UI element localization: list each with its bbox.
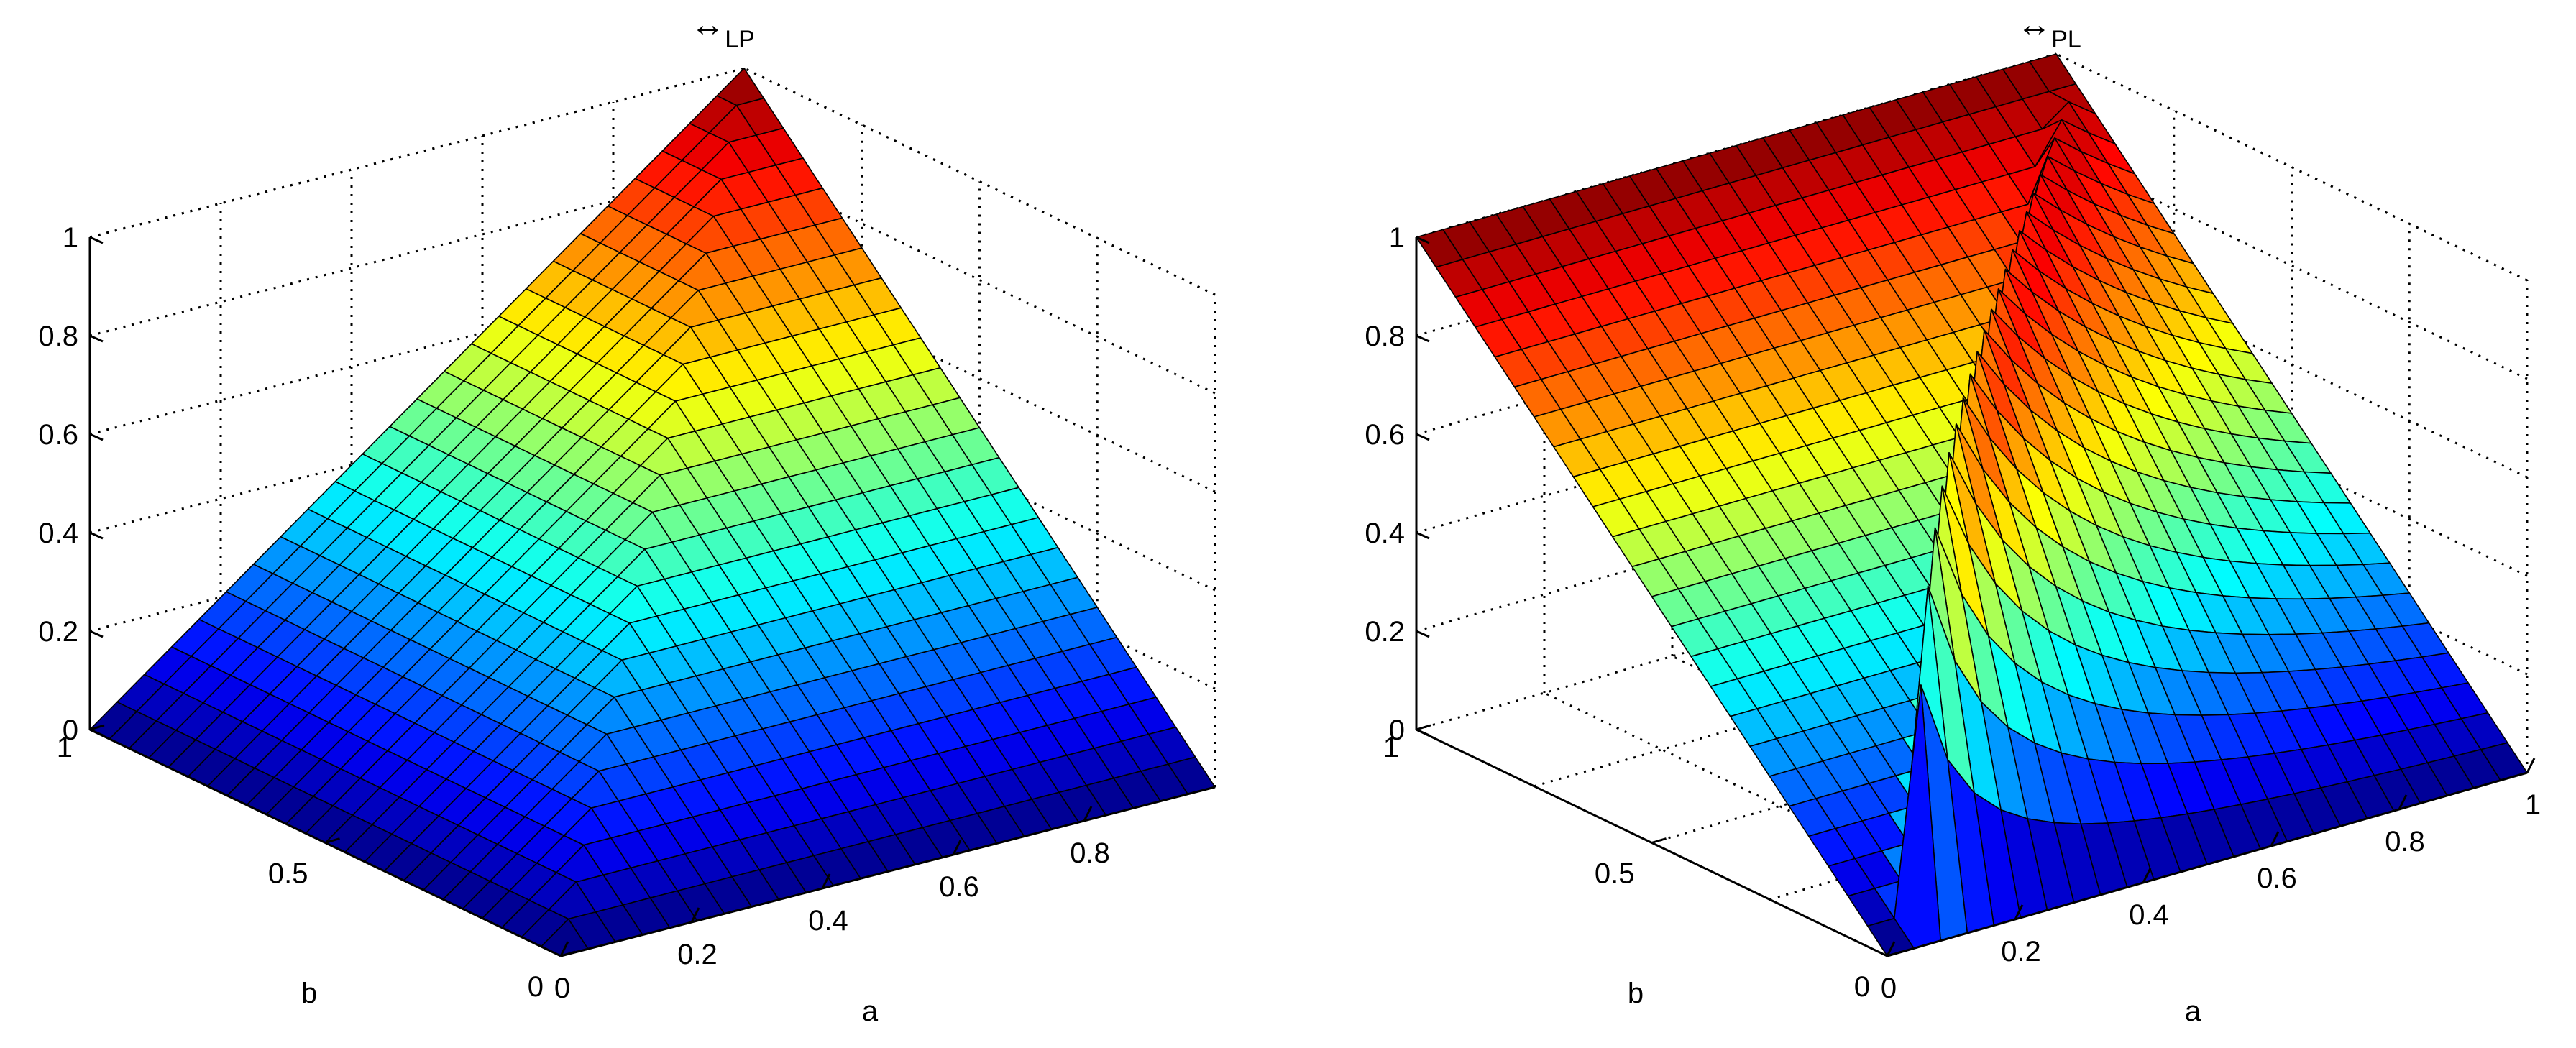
y-tick-mark xyxy=(325,837,340,844)
x-tick-label: 0.2 xyxy=(2001,936,2041,967)
z-tick-label: 1 xyxy=(63,222,78,254)
x-tick-label: 0.8 xyxy=(2385,826,2425,858)
z-tick-mark xyxy=(1416,334,1430,343)
z-tick-label: 0 xyxy=(1389,714,1405,746)
x-tick-mark xyxy=(2270,831,2280,847)
x-tick-label: 0.8 xyxy=(1070,837,1110,869)
x-tick-label: 0.4 xyxy=(2129,899,2169,931)
z-tick-mark xyxy=(89,630,104,638)
y-tick-mark xyxy=(560,950,576,957)
y-tick-label: 0 xyxy=(1854,971,1870,1003)
x-tick-label: 1 xyxy=(2525,789,2541,821)
x-tick-label: 0.6 xyxy=(939,871,979,903)
grid-line xyxy=(2055,249,2528,479)
x-tick-label: 0 xyxy=(554,973,570,1004)
z-tick-mark xyxy=(89,531,104,540)
y-tick-label: 0.5 xyxy=(268,858,308,890)
grid-line xyxy=(2055,52,2528,282)
x-tick-mark xyxy=(1083,806,1093,822)
z-tick-label: 0.4 xyxy=(38,518,78,549)
grid-line xyxy=(743,461,1216,690)
z-tick-mark xyxy=(89,433,104,441)
y-tick-mark xyxy=(1651,837,1667,844)
z-tick-mark xyxy=(1416,236,1430,244)
x-axis-line xyxy=(560,786,1216,957)
x-tick-label: 0 xyxy=(1881,973,1897,1004)
x-tick-mark xyxy=(1886,941,1896,957)
x-tick-mark xyxy=(2014,904,2024,920)
x-tick-mark xyxy=(559,941,569,957)
chart-title-symbol: ↔ xyxy=(2017,6,2051,44)
x-tick-mark xyxy=(690,907,700,923)
grid-line xyxy=(743,67,1216,296)
x-tick-mark xyxy=(2526,758,2536,773)
x-tick-mark xyxy=(2142,868,2152,883)
x-axis-label: a xyxy=(2185,996,2201,1027)
z-tick-label: 0.4 xyxy=(1365,518,1405,549)
grid-line xyxy=(89,264,745,436)
grid-line xyxy=(89,67,745,239)
z-tick-label: 0.2 xyxy=(1365,616,1405,648)
grid-line xyxy=(2055,348,2528,577)
z-tick-mark xyxy=(1416,433,1430,441)
z-tick-mark xyxy=(1416,630,1430,638)
z-tick-label: 0.2 xyxy=(38,616,78,648)
z-tick-label: 0.8 xyxy=(38,321,78,352)
x-axis-label: a xyxy=(862,996,879,1027)
surface-mesh xyxy=(1416,53,2528,957)
grid-line xyxy=(743,362,1216,592)
y-tick-mark xyxy=(89,724,105,731)
z-tick-mark xyxy=(89,728,104,737)
y-axis-label: b xyxy=(301,978,317,1009)
grid-line xyxy=(2055,151,2528,380)
chart-title-symbol: ↔ xyxy=(690,6,725,44)
z-tick-label: 1 xyxy=(1389,222,1405,254)
y-tick-label: 0 xyxy=(528,971,544,1003)
axis-lines xyxy=(1415,236,2536,957)
z-tick-label: 0.6 xyxy=(1365,419,1405,451)
z-tick-label: 0 xyxy=(63,714,78,746)
z-tick-mark xyxy=(1416,728,1430,737)
grid-line xyxy=(743,264,1216,493)
surface-mesh xyxy=(89,68,1216,957)
y-tick-label: 0.5 xyxy=(1595,858,1635,890)
chart-title: ↔PL xyxy=(2017,6,2081,53)
x-tick-mark xyxy=(821,873,831,889)
x-tick-mark xyxy=(952,840,962,855)
z-tick-label: 0.8 xyxy=(1365,321,1405,352)
axis-lines xyxy=(88,236,1216,957)
y-tick-label: 1 xyxy=(1383,732,1399,763)
x-axis-line xyxy=(1887,771,2528,957)
y-axis-label: b xyxy=(1628,978,1644,1009)
grid-line xyxy=(89,165,745,337)
x-tick-mark xyxy=(2398,794,2408,810)
z-tick-mark xyxy=(1416,531,1430,540)
z-tick-mark xyxy=(89,236,104,244)
y-tick-mark xyxy=(1887,950,1902,957)
z-tick-mark xyxy=(89,334,104,343)
chart-title-subscript: LP xyxy=(725,26,755,53)
x-tick-label: 0.2 xyxy=(677,939,718,970)
y-tick-mark xyxy=(1416,724,1431,731)
x-tick-label: 0.4 xyxy=(808,905,848,937)
grid-line xyxy=(2055,446,2528,676)
chart-title-subscript: PL xyxy=(2051,26,2081,53)
x-tick-label: 0.6 xyxy=(2257,863,2297,894)
grid-line xyxy=(743,165,1216,395)
chart-title: ↔LP xyxy=(690,6,755,53)
z-tick-label: 0.6 xyxy=(38,419,78,451)
y-tick-label: 1 xyxy=(57,732,73,763)
